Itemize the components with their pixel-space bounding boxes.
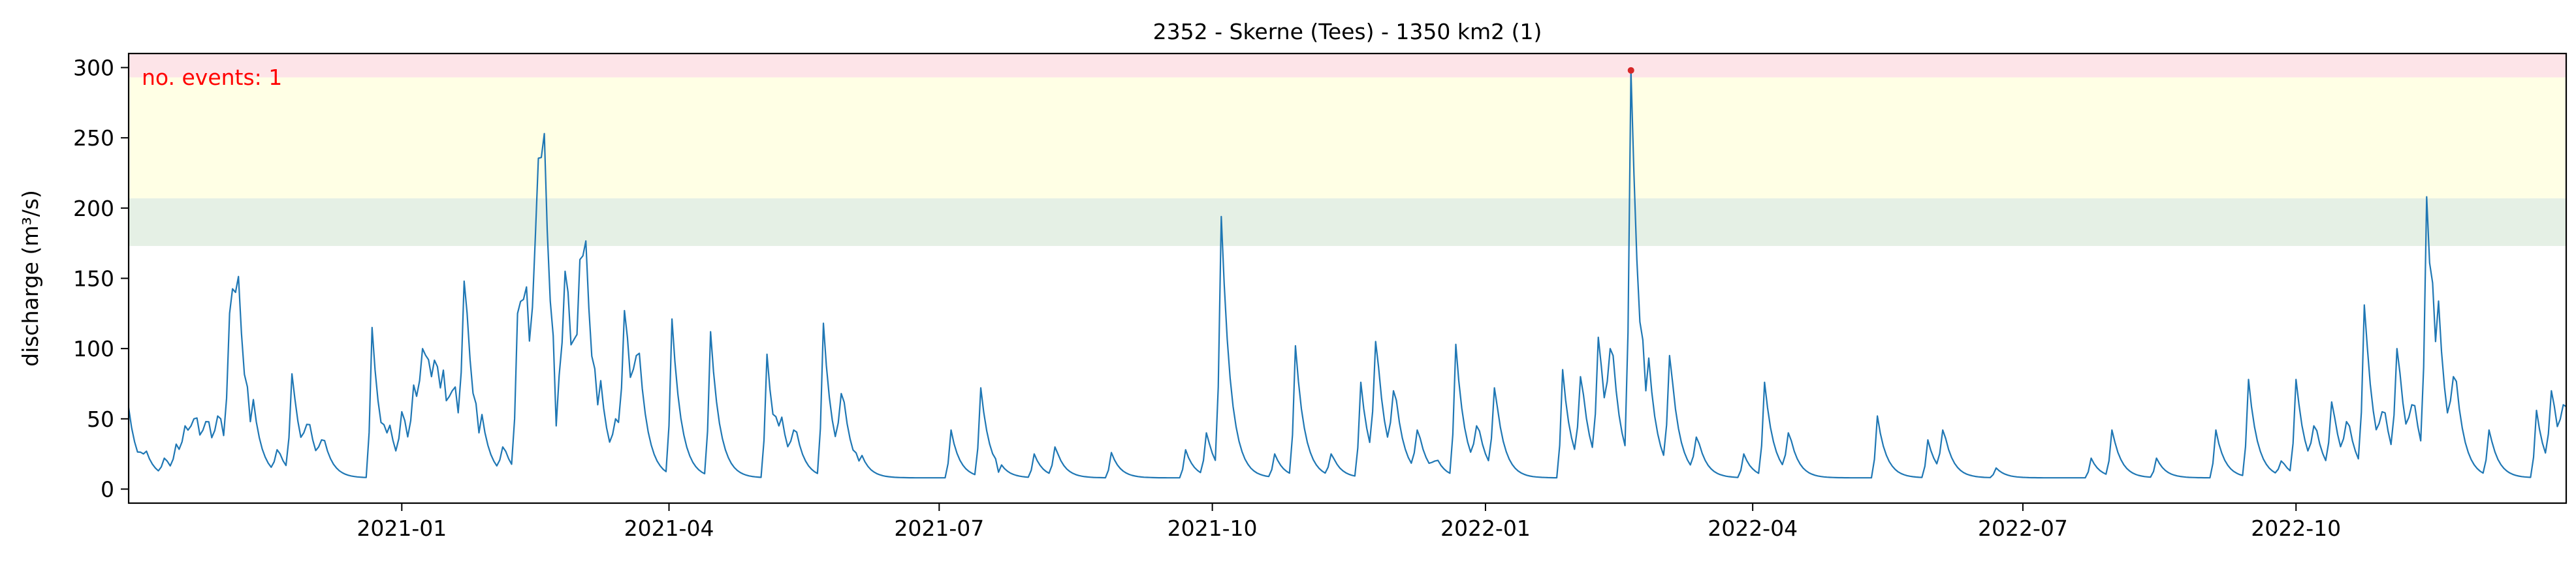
- x-tick-label: 2021-01: [357, 516, 447, 541]
- y-tick-label: 50: [87, 407, 114, 432]
- x-tick-label: 2022-01: [1440, 516, 1531, 541]
- x-tick-label: 2022-07: [1978, 516, 2068, 541]
- y-tick-label: 100: [73, 336, 114, 362]
- y-axis-label: discharge (m³/s): [18, 190, 43, 367]
- y-tick-label: 300: [73, 55, 114, 81]
- y-tick-label: 200: [73, 196, 114, 221]
- chart-title: 2352 - Skerne (Tees) - 1350 km2 (1): [1153, 19, 1542, 44]
- y-tick-label: 0: [101, 476, 114, 502]
- discharge-series-line-0: [127, 69, 2567, 479]
- x-tick-label: 2021-10: [1168, 516, 1258, 541]
- x-tick-label: 2022-10: [2251, 516, 2341, 541]
- x-tick-label: 2022-04: [1708, 516, 1798, 541]
- y-tick-label: 150: [73, 266, 114, 292]
- x-tick-label: 2021-04: [624, 516, 714, 541]
- threshold-band-yellow: [129, 77, 2566, 198]
- x-tick-label: 2021-07: [894, 516, 984, 541]
- events-annotation: no. events: 1: [142, 65, 282, 90]
- threshold-band-red: [129, 54, 2566, 78]
- threshold-band-green: [129, 198, 2566, 246]
- event-marker: [1627, 67, 1634, 74]
- y-tick-label: 250: [73, 125, 114, 151]
